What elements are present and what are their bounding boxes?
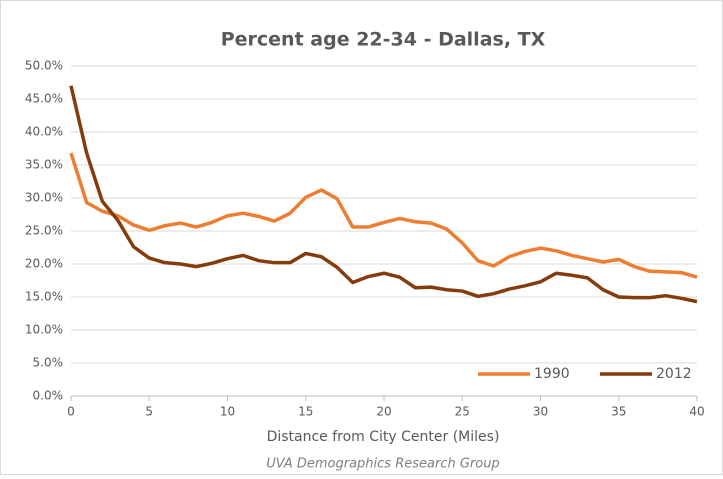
x-tick-label: 35: [611, 405, 626, 419]
line-series: [69, 152, 698, 279]
y-tick-label: 30.0%: [25, 191, 63, 205]
x-tick-label: 10: [220, 405, 235, 419]
line-series: [69, 85, 698, 304]
y-tick-label: 5.0%: [33, 356, 64, 370]
y-tick-label: 10.0%: [25, 323, 63, 337]
y-tick-label: 35.0%: [25, 158, 63, 172]
y-tick-label: 0.0%: [33, 389, 64, 403]
x-tick-label: 5: [145, 405, 153, 419]
x-tick-label: 20: [376, 405, 391, 419]
x-tick-label: 40: [689, 405, 704, 419]
legend-label: 2012: [656, 366, 692, 382]
x-tick-label: 15: [298, 405, 313, 419]
y-tick-label: 40.0%: [25, 125, 63, 139]
source-note: UVA Demographics Research Group: [266, 457, 499, 472]
y-tick-label: 25.0%: [25, 224, 63, 238]
x-axis-label: Distance from City Center (Miles): [267, 429, 500, 445]
y-tick-label: 45.0%: [25, 92, 63, 106]
legend-label: 1990: [534, 366, 570, 382]
y-tick-label: 20.0%: [25, 257, 63, 271]
x-tick-label: 30: [533, 405, 548, 419]
x-tick-label: 0: [67, 405, 75, 419]
chart-title: Percent age 22-34 - Dallas, TX: [221, 29, 546, 51]
x-tick-label: 25: [455, 405, 470, 419]
y-tick-label: 50.0%: [25, 59, 63, 73]
y-tick-label: 15.0%: [25, 290, 63, 304]
